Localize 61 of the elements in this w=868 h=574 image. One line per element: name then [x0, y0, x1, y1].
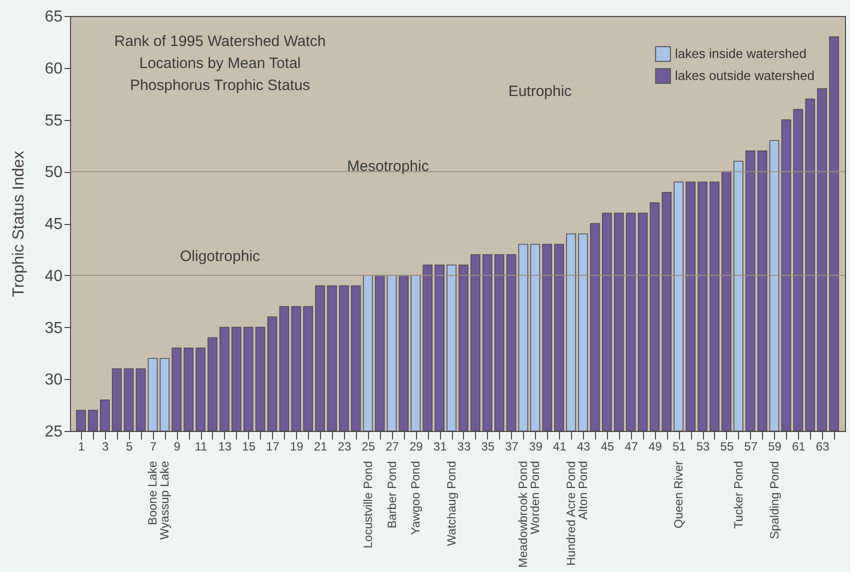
x-tick-label: 15 [242, 440, 256, 454]
x-tick-label: 7 [150, 440, 157, 454]
y-tick-label: 60 [44, 60, 63, 78]
x-tick-label: 39 [529, 440, 543, 454]
y-tick-label: 55 [44, 112, 63, 130]
annotation: Worden Pond [528, 461, 542, 534]
x-tick-label: 61 [792, 440, 806, 454]
x-tick-label: 37 [505, 440, 519, 454]
x-tick-label: 17 [266, 440, 280, 454]
x-tick-label: 19 [290, 440, 304, 454]
annotation: Meadowbrook Pond [516, 461, 530, 568]
legend-label: lakes inside watershed [675, 46, 807, 61]
x-tick-label: 47 [624, 440, 638, 454]
x-tick-label: 59 [768, 440, 782, 454]
x-tick-label: 25 [362, 440, 376, 454]
x-tick-label: 41 [552, 440, 567, 454]
x-tick-label: 31 [433, 440, 448, 454]
y-tick-label: 45 [44, 216, 63, 233]
y-tick-label: 40 [44, 268, 63, 285]
y-tick-label: 30 [44, 372, 63, 389]
x-tick-label: 9 [174, 440, 181, 454]
x-tick-label: 49 [648, 440, 662, 454]
y-tick-label: 35 [44, 320, 63, 337]
annotation: Yawgoo Pond [408, 461, 423, 535]
annotation: Alton Pond [576, 461, 590, 520]
annotation: Eutrophic [508, 83, 572, 100]
x-tick-label: 11 [194, 440, 208, 454]
x-tick-label: 13 [218, 440, 232, 454]
x-tick-label: 63 [816, 440, 830, 454]
x-tick-label: 1 [78, 440, 86, 454]
x-tick-label: 51 [672, 440, 686, 454]
annotation: Mesotrophic [347, 158, 430, 175]
y-tick-label: 50 [44, 164, 63, 182]
x-tick-label: 43 [576, 440, 590, 454]
x-tick-label: 33 [457, 440, 471, 454]
x-tick-label: 23 [338, 440, 352, 454]
annotation: Watchaug Pond [444, 461, 459, 546]
y-tick-label: 25 [44, 424, 63, 440]
annotation: Locustville Pond [360, 461, 375, 548]
x-tick-label: 35 [481, 440, 495, 454]
x-tick-label: 55 [720, 440, 734, 454]
x-tick-label: 27 [386, 440, 400, 454]
annotation: Boone Lake [146, 460, 160, 526]
y-axis-title: Trophic Status Index [10, 150, 28, 298]
x-tick-label: 53 [696, 440, 710, 454]
annotation: Hundred Acre Pond [564, 461, 578, 566]
x-tick-label: 21 [314, 440, 328, 454]
x-tick-label: 29 [409, 440, 424, 454]
annotation: Spalding Pond [767, 461, 782, 540]
annotation: Tucker Pond [731, 461, 746, 529]
annotation: Queen River [672, 461, 686, 528]
x-tick-label: 57 [744, 440, 758, 454]
x-tick-label: 3 [102, 440, 110, 454]
annotation: Oligotrophic [180, 248, 261, 265]
legend-label: lakes outside watershed [675, 68, 814, 83]
y-tick-label: 65 [44, 8, 63, 26]
text: Rank of 1995 Watershed Watch Locations by Mean Total Phosphorus Trophic Status [114, 33, 326, 94]
annotation: Barber Pond [384, 461, 399, 528]
annotation: Wyassup Lake [158, 460, 172, 540]
x-tick-label: 45 [600, 440, 614, 454]
x-tick-label: 5 [126, 440, 133, 454]
